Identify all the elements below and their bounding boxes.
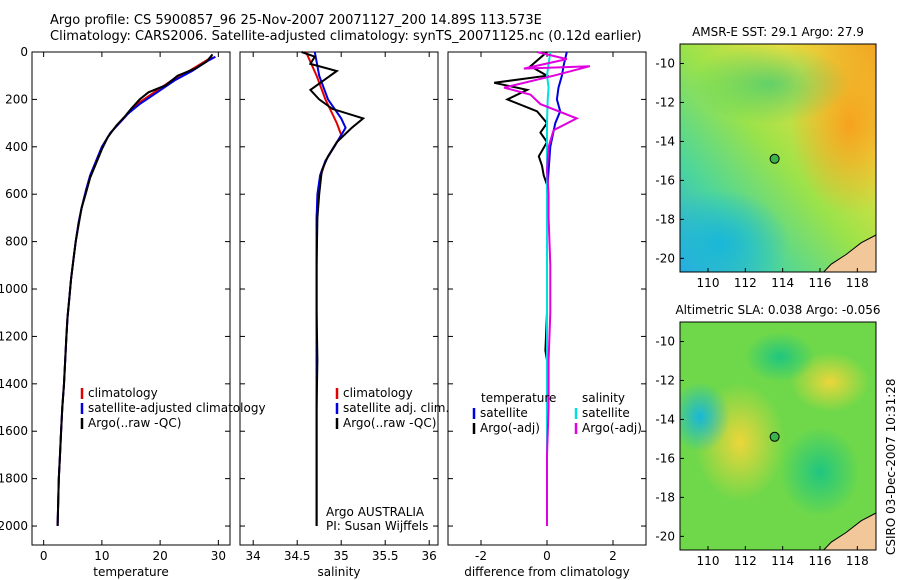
y-tick-label: 1000 [0, 282, 28, 296]
series-line-satellite-adj-clim- [313, 51, 347, 526]
map-panel-sst_map: AMSR-E SST: 29.1 Argo: 27.9 110 112 114 116 1… [655, 25, 877, 290]
series-line-salinity-satellite [545, 51, 552, 526]
y-tick-label: 800 [5, 235, 28, 249]
x-tick-label: 110 [697, 276, 720, 290]
y-tick-label: -16 [655, 173, 675, 187]
y-tick-label: 0 [20, 45, 28, 59]
map-field [680, 44, 876, 272]
map-frame [679, 43, 877, 273]
low-patch [780, 427, 860, 517]
x-tick-label: 114 [771, 554, 794, 568]
y-tick-label: 1800 [0, 472, 28, 486]
map-panel-sla_map: Altimetric SLA: 0.038 Argo: -0.056 110 112… [655, 303, 880, 568]
y-tick-label: 1600 [0, 424, 28, 438]
legend-label: Argo(-adj) [480, 421, 540, 435]
y-tick-label: 1400 [0, 377, 28, 391]
map-field [680, 322, 876, 550]
x-tick-label: 35.5 [372, 549, 399, 563]
figure-title-line2: Climatology: CARS2006. Satellite-adjuste… [50, 29, 642, 44]
map-title: Altimetric SLA: 0.038 Argo: -0.056 [675, 303, 880, 317]
argo-location-marker [769, 431, 780, 442]
legend-label: climatology [88, 386, 158, 400]
x-tick-label: 116 [809, 554, 832, 568]
x-axis-label: temperature [93, 565, 168, 579]
plot-frame [239, 51, 439, 546]
green-patch [690, 44, 850, 124]
legend-label: salinity [582, 391, 625, 405]
legend-label: Argo(..raw -QC) [88, 416, 181, 430]
x-tick-label: 0 [40, 549, 48, 563]
legend-label: Argo(-adj) [582, 421, 642, 435]
x-tick-label: 110 [697, 554, 720, 568]
series-line-argo-raw-qc- [301, 51, 366, 526]
series-line-satellite-adjusted-climatology [56, 55, 216, 527]
profile-panel-salinity: 34 34.5 35 35.5 36 salinity climatologysatelli… [239, 51, 449, 579]
x-tick-label: 35 [334, 549, 349, 563]
x-tick-label: 118 [846, 276, 869, 290]
y-tick-label: -12 [655, 373, 675, 387]
y-tick-label: -12 [655, 95, 675, 109]
series-line-salinity-argo-adj- [503, 51, 591, 526]
low-patch [680, 382, 730, 452]
x-tick-label: 112 [734, 276, 757, 290]
coastline [823, 512, 876, 550]
x-tick-label: 34 [246, 549, 261, 563]
series-line-climatology [56, 55, 214, 527]
annotation-text: Argo AUSTRALIA [326, 505, 425, 519]
legend-label: satellite adj. clim. [343, 401, 449, 415]
figure-title-line1: Argo profile: CS 5900857_96 25-Nov-2007 … [50, 13, 542, 28]
series-line-temperature-argo-adj- [493, 51, 551, 526]
y-tick-label: -20 [655, 529, 675, 543]
x-tick-label: 116 [809, 276, 832, 290]
x-tick-label: 20 [152, 549, 167, 563]
y-tick-label: -10 [655, 56, 675, 70]
x-tick-label: 112 [734, 554, 757, 568]
profile-panel-temperature: 0 10 20 30 0 200 400 600 800 1000 1200 1400 1600 1800… [0, 45, 266, 579]
y-tick-label: 1200 [0, 329, 28, 343]
x-tick-label: 2 [609, 549, 617, 563]
y-tick-label: -18 [655, 490, 675, 504]
x-tick-label: 36 [422, 549, 437, 563]
y-tick-label: 400 [5, 140, 28, 154]
y-tick-label: -14 [655, 412, 675, 426]
series-line-climatology [305, 51, 343, 526]
y-tick-label: -18 [655, 212, 675, 226]
legend-label: climatology [343, 386, 413, 400]
x-tick-label: -2 [475, 549, 487, 563]
coastline [823, 234, 876, 272]
map-frame [679, 321, 877, 551]
y-tick-label: 2000 [0, 519, 28, 533]
legend-label: temperature [481, 391, 556, 405]
x-tick-label: 0 [543, 549, 551, 563]
y-tick-label: -20 [655, 251, 675, 265]
annotation-text: PI: Susan Wijffels [326, 519, 428, 533]
y-tick-label: 200 [5, 92, 28, 106]
map-title: AMSR-E SST: 29.1 Argo: 27.9 [692, 25, 864, 39]
y-tick-label: -10 [655, 334, 675, 348]
y-tick-label: 600 [5, 187, 28, 201]
x-tick-label: 10 [94, 549, 109, 563]
plot-frame [31, 51, 231, 546]
legend-label: Argo(..raw -QC) [343, 416, 436, 430]
argo-location-marker [769, 153, 780, 164]
cool-patch [680, 189, 790, 272]
legend-label: satellite-adjusted climatology [88, 401, 266, 415]
x-tick-label: 114 [771, 276, 794, 290]
legend-label: satellite [582, 406, 630, 420]
series-line-argo-raw-qc- [56, 53, 214, 527]
y-tick-label: -14 [655, 134, 675, 148]
x-tick-label: 30 [211, 549, 226, 563]
x-tick-label: 118 [846, 554, 869, 568]
low-patch [745, 332, 815, 382]
x-axis-label: salinity [317, 565, 360, 579]
legend-label: satellite [480, 406, 528, 420]
profile-panel-difference: -2 0 2 difference from climatology temperatu… [447, 51, 647, 579]
x-tick-label: 34.5 [284, 549, 311, 563]
x-axis-label: difference from climatology [464, 565, 630, 579]
y-tick-label: -16 [655, 451, 675, 465]
